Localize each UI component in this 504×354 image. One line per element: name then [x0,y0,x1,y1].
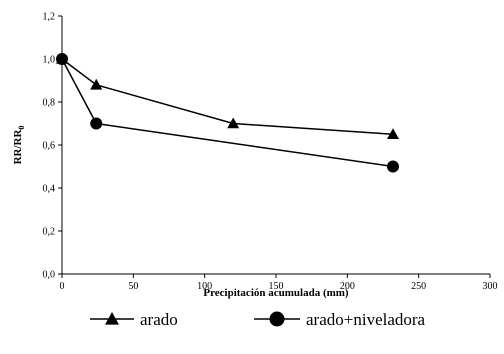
x-axis-title: Precipitación acumulada (mm) [203,287,349,299]
chart-axes [61,16,490,275]
legend-item-arado-niveladora: arado+niveladora [254,310,426,329]
y-axis-title-main: RR/RR [12,129,24,165]
y-tick-label: 0,2 [43,227,56,238]
legend-label-arado-niveladora: arado+niveladora [306,310,426,329]
data-point-arado [90,78,103,90]
data-point-arado-niveladora [90,117,103,130]
chart-legend: arado arado+niveladora [90,310,426,329]
series-line-arado-niveladora [61,58,394,168]
x-tick-label: 200 [340,281,355,292]
y-tick-label: 0,8 [43,98,56,109]
x-tick-label: 0 [60,281,65,292]
data-point-arado-niveladora [386,160,399,173]
y-tick-label: 1,2 [43,12,56,23]
y-tick-label: 1,0 [43,55,56,66]
series-layer [56,53,399,173]
legend-label-arado: arado [140,310,178,329]
y-tick-label: 0,6 [43,141,56,152]
y-tick-label: 0,4 [43,184,56,195]
legend-triangle-marker [105,312,119,325]
data-point-arado [227,117,240,129]
data-point-arado [386,128,399,140]
series-line-arado [61,58,394,135]
legend-item-arado: arado [90,310,178,329]
data-point-arado-niveladora [56,53,68,65]
legend-circle-marker [269,311,285,327]
y-ticks: 0,0 0,2 0,4 0,6 0,8 1,0 1,2 [43,12,62,281]
x-tick-label: 150 [269,281,284,292]
x-tick-label: 50 [128,281,138,292]
y-axis-title: RR/RR0 [12,126,26,165]
x-tick-label: 300 [483,281,498,292]
x-ticks: 0 50 100 150 200 250 300 [60,274,498,292]
y-tick-label: 0,0 [43,270,56,281]
y-axis-title-subscript: 0 [17,126,26,130]
x-tick-label: 250 [411,281,426,292]
x-tick-label: 100 [197,281,212,292]
